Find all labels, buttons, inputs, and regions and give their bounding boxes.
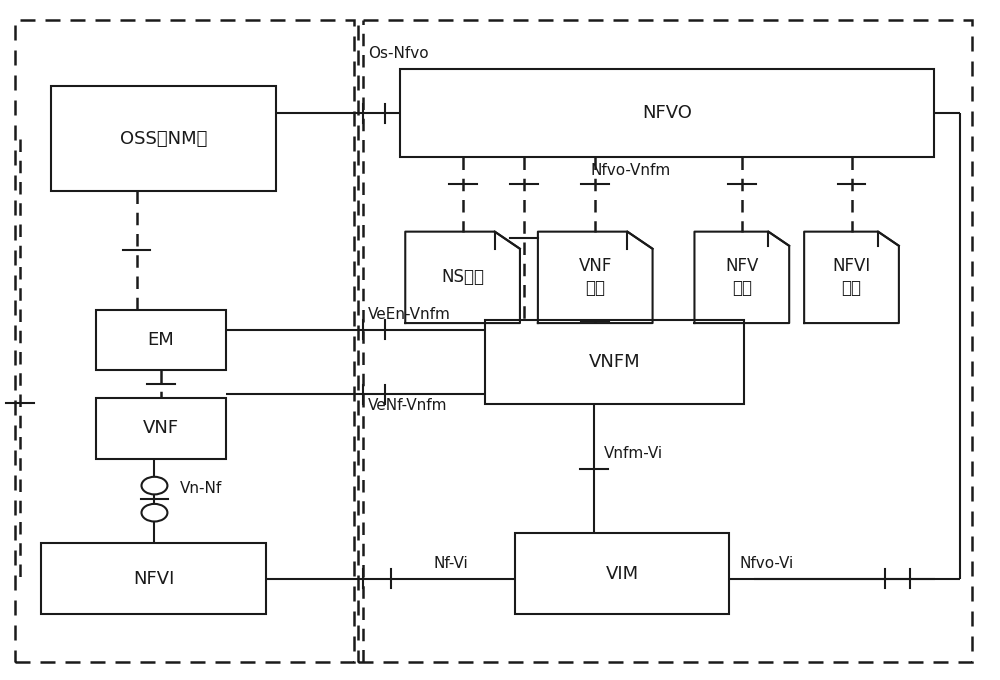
Text: Nf-Vi: Nf-Vi [433,556,468,571]
Text: EM: EM [148,331,174,349]
Bar [51,86,276,191]
Text: VeNf-Vnfm: VeNf-Vnfm [368,398,448,413]
Bar [515,533,729,614]
Text: VIM: VIM [606,564,639,583]
Text: NFVI: NFVI [133,570,174,588]
Text: NFVI
资源: NFVI 资源 [832,257,871,297]
Text: Vn-Nf: Vn-Nf [179,481,222,496]
Bar [485,320,744,405]
Bar [96,309,226,371]
Bar [400,69,934,157]
Bar [41,543,266,614]
Text: VNFM: VNFM [589,353,640,371]
Text: NS目录: NS目录 [441,269,484,286]
Text: OSS（NM）: OSS（NM） [120,129,207,148]
Bar [15,20,354,662]
Text: VNF
目录: VNF 目录 [579,257,612,297]
Text: Nfvo-Vnfm: Nfvo-Vnfm [590,163,670,177]
Text: Nfvo-Vi: Nfvo-Vi [739,556,794,571]
Bar [358,20,972,662]
Bar [96,398,226,458]
Text: NFV
实例: NFV 实例 [725,257,759,297]
Text: NFVO: NFVO [642,104,692,122]
Text: Os-Nfvo: Os-Nfvo [368,46,429,61]
Text: VNF: VNF [143,419,179,437]
Text: Vnfm-Vi: Vnfm-Vi [604,445,663,460]
Text: VeEn-Vnfm: VeEn-Vnfm [368,307,451,322]
